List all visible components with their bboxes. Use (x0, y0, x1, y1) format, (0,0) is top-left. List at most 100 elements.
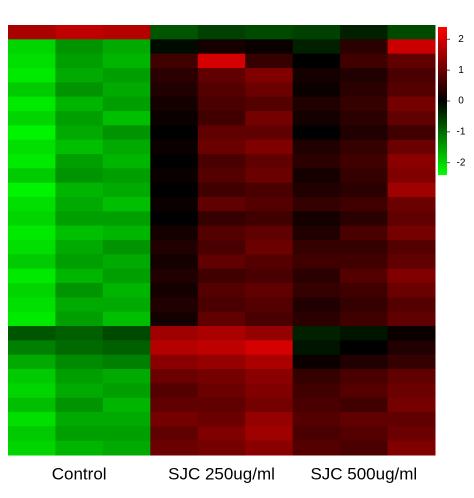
heatmap-cell (102, 412, 151, 427)
heatmap-cell (197, 68, 246, 83)
heatmap-cell (387, 53, 436, 69)
heatmap-cell (197, 139, 246, 155)
heatmap-cell (245, 297, 294, 313)
heatmap-cell (292, 96, 341, 112)
heatmap-cell (387, 311, 436, 327)
heatmap-cell (55, 139, 104, 155)
heatmap-cell (150, 397, 199, 413)
heatmap-cell (387, 297, 436, 313)
heatmap-cell (102, 154, 151, 169)
heatmap-cell (197, 354, 246, 370)
heatmap-cell (292, 125, 341, 141)
heatmap-cell (245, 96, 294, 112)
heatmap-cell (197, 154, 246, 169)
heatmap-cell (8, 440, 56, 456)
heatmap-cell (197, 211, 246, 227)
heatmap-cell (150, 82, 199, 98)
heatmap-cell (387, 68, 436, 83)
heatmap-cell (150, 68, 199, 83)
heatmap-cell (102, 440, 151, 456)
heatmap-cell (197, 440, 246, 456)
heatmap-cell (245, 383, 294, 399)
heatmap-cell (8, 182, 56, 198)
heatmap-cell (150, 311, 199, 327)
heatmap-cell (150, 412, 199, 427)
heatmap-cell (55, 383, 104, 399)
heatmap-cell (102, 125, 151, 141)
heatmap-cell (102, 197, 151, 212)
heatmap-cell (387, 82, 436, 98)
heatmap-cell (102, 254, 151, 270)
heatmap-cell (197, 412, 246, 427)
heatmap-cell (197, 53, 246, 69)
heatmap-cell (292, 426, 341, 442)
heatmap-cell (102, 354, 151, 370)
heatmap-cell (150, 440, 199, 456)
heatmap-cell (55, 340, 104, 356)
heatmap-cell (8, 354, 56, 370)
heatmap-cell (8, 340, 56, 356)
heatmap-cell (387, 182, 436, 198)
heatmap-cell (245, 426, 294, 442)
heatmap-cell (102, 283, 151, 298)
heatmap-cell (387, 268, 436, 284)
heatmap-cell (292, 326, 341, 341)
heatmap-cell (102, 39, 151, 55)
heatmap-cell (292, 283, 341, 298)
heatmap-cell (245, 225, 294, 241)
heatmap-cell (8, 225, 56, 241)
heatmap-cell (55, 440, 104, 456)
heatmap-cell (245, 39, 294, 55)
heatmap-cell (340, 68, 389, 83)
heatmap-cell (102, 369, 151, 384)
heatmap-cell (55, 297, 104, 313)
heatmap-cell (245, 268, 294, 284)
heatmap-cell (340, 383, 389, 399)
heatmap-cell (245, 168, 294, 184)
heatmap-cell (8, 426, 56, 442)
heatmap-cell (292, 369, 341, 384)
heatmap-cell (102, 397, 151, 413)
heatmap-cell (150, 25, 199, 40)
heatmap-cell (8, 39, 56, 55)
heatmap-cell (150, 53, 199, 69)
heatmap-cell (102, 297, 151, 313)
heatmap-cell (8, 311, 56, 327)
heatmap-cell (55, 168, 104, 184)
heatmap-cell (340, 369, 389, 384)
heatmap-cell (387, 197, 436, 212)
heatmap-cell (8, 326, 56, 341)
heatmap-cell (8, 211, 56, 227)
heatmap-cell (387, 412, 436, 427)
heatmap-cell (55, 397, 104, 413)
heatmap-cell (292, 25, 341, 40)
heatmap-cell (197, 254, 246, 270)
heatmap-cell (102, 240, 151, 255)
heatmap-cell (55, 268, 104, 284)
heatmap-cell (150, 168, 199, 184)
heatmap-cell (55, 311, 104, 327)
heatmap-cell (292, 240, 341, 255)
heatmap-cell (102, 168, 151, 184)
heatmap-cell (197, 197, 246, 212)
heatmap-cell (387, 340, 436, 356)
heatmap-cell (55, 182, 104, 198)
heatmap-cell (150, 139, 199, 155)
heatmap-cell (55, 225, 104, 241)
heatmap-cell (55, 25, 104, 40)
heatmap-cell (55, 369, 104, 384)
heatmap-cell (150, 268, 199, 284)
heatmap-cell (8, 197, 56, 212)
heatmap-cell (340, 440, 389, 456)
heatmap-cell (340, 139, 389, 155)
heatmap-cell (55, 82, 104, 98)
heatmap-cell (292, 53, 341, 69)
heatmap-cell (55, 125, 104, 141)
heatmap-cell (150, 154, 199, 169)
heatmap-cell (292, 39, 341, 55)
heatmap-cell (150, 297, 199, 313)
heatmap-cell (55, 326, 104, 341)
heatmap-cell (245, 82, 294, 98)
heatmap-cell (340, 39, 389, 55)
heatmap-cell (292, 340, 341, 356)
